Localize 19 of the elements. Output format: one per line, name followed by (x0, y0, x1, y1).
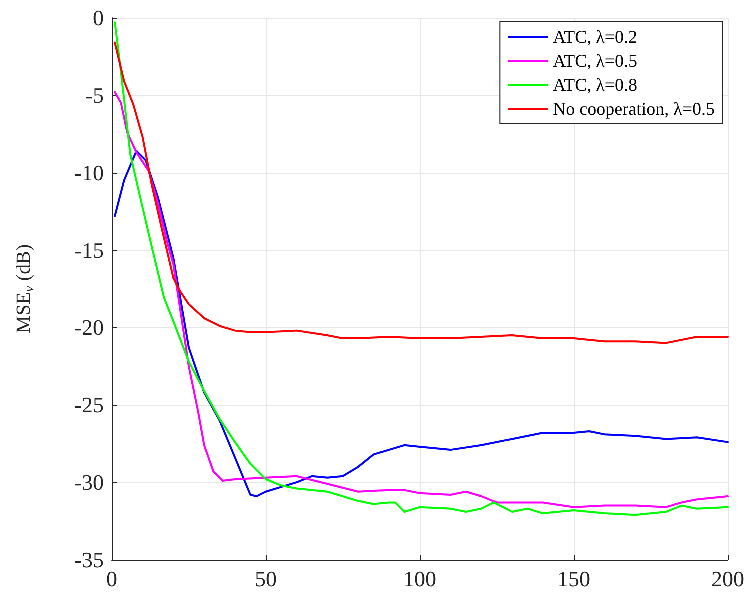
y-tick-label: -15 (74, 238, 104, 263)
y-tick-label: -35 (74, 548, 104, 572)
x-tick-label: 150 (558, 566, 590, 592)
y-tick-label: 0 (93, 6, 104, 30)
x-tick-label: 200 (712, 566, 744, 592)
y-tick-label: -10 (74, 160, 104, 186)
x-tick-label: 50 (255, 566, 277, 592)
legend-label: ATC, λ=0.5 (553, 51, 638, 71)
line-series (114, 22, 729, 516)
y-tick-label: -30 (74, 470, 104, 496)
line-series (114, 150, 729, 498)
y-axis-title: MSEv (dB) (13, 244, 38, 334)
x-tick-label: 100 (404, 566, 436, 592)
legend-label: ATC, λ=0.2 (553, 27, 638, 47)
y-tick-label: -5 (86, 82, 104, 108)
y-tick-label: -25 (74, 392, 104, 418)
legend-label: ATC, λ=0.8 (553, 75, 638, 95)
y-tick-label: -20 (74, 315, 104, 340)
legend-label: No cooperation, λ=0.5 (553, 99, 715, 119)
